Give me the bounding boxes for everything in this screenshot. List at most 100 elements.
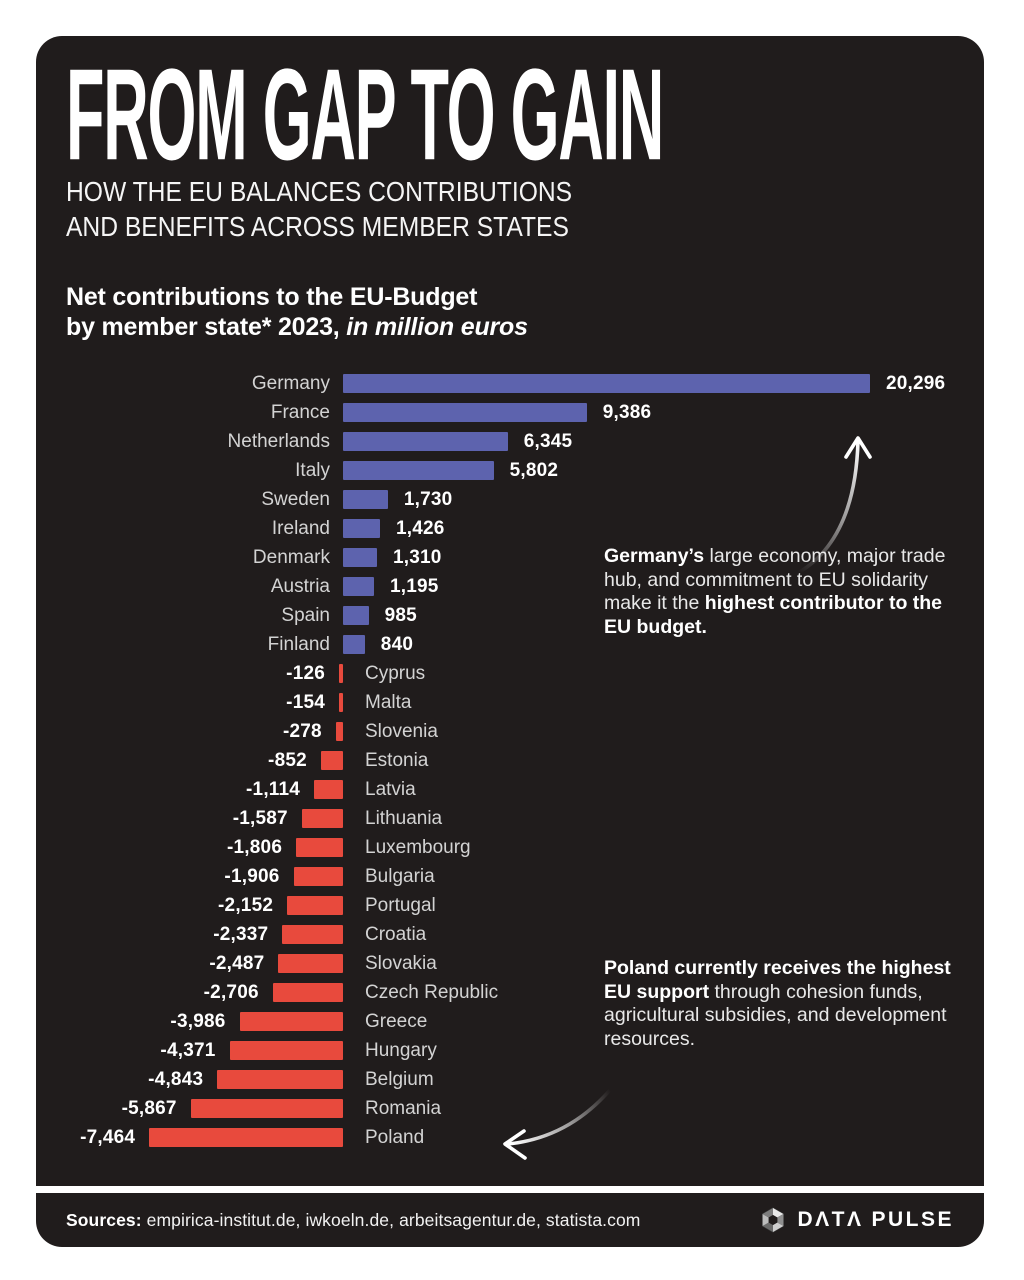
country-label-cyprus: Cyprus [365, 663, 426, 684]
country-label-lithuania: Lithuania [365, 808, 443, 829]
chart-heading-unit: in million euros [346, 313, 528, 341]
chart-row-bulgaria: Bulgaria -1,906 [36, 862, 984, 891]
bar-czech-republic [272, 983, 343, 1002]
value-label-germany: 20,296 [886, 373, 946, 394]
bar-hungary [229, 1041, 343, 1060]
country-label-czech-republic: Czech Republic [365, 982, 499, 1003]
chart-row-luxembourg: Luxembourg -1,806 [36, 833, 984, 862]
country-label-germany: Germany [251, 373, 330, 394]
value-label-greece: -3,986 [170, 1011, 226, 1032]
chart-row-malta: Malta -154 [36, 688, 984, 717]
country-label-portugal: Portugal [365, 895, 436, 916]
bar-romania [190, 1099, 343, 1118]
chart-row-netherlands: Netherlands 6,345 [36, 427, 984, 456]
bar-cyprus [339, 664, 343, 683]
chart-row-austria: Austria 1,195 [36, 572, 984, 601]
value-label-luxembourg: -1,806 [227, 837, 283, 858]
chart-row-poland: Poland -7,464 [36, 1123, 984, 1152]
country-label-ireland: Ireland [271, 518, 330, 539]
subtitle-line-2: AND BENEFITS ACROSS MEMBER STATES [66, 211, 569, 242]
value-label-denmark: 1,310 [393, 547, 442, 568]
bar-finland [343, 635, 365, 654]
bar-ireland [343, 519, 381, 538]
subtitle-line-1: HOW THE EU BALANCES CONTRIBUTIONS [66, 176, 573, 207]
country-label-france: France [270, 402, 330, 423]
chart-row-ireland: Ireland 1,426 [36, 514, 984, 543]
chart-row-czech-republic: Czech Republic -2,706 [36, 978, 984, 1007]
country-label-denmark: Denmark [252, 547, 330, 568]
value-label-czech-republic: -2,706 [203, 982, 259, 1003]
value-label-italy: 5,802 [509, 460, 559, 481]
chart-heading: Net contributions to the EU-Budget by me… [66, 282, 528, 342]
chart-row-slovenia: Slovenia -278 [36, 717, 984, 746]
value-label-croatia: -2,337 [213, 924, 269, 945]
value-label-bulgaria: -1,906 [224, 866, 280, 887]
value-label-france: 9,386 [602, 402, 652, 423]
annotation-germany: Germany’s large economy, major trade hub… [604, 545, 946, 638]
chart-row-greece: Greece -3,986 [36, 1007, 984, 1036]
bar-luxembourg [296, 838, 343, 857]
country-label-malta: Malta [365, 692, 412, 713]
country-label-netherlands: Netherlands [227, 431, 330, 452]
chart-row-latvia: Latvia -1,114 [36, 775, 984, 804]
infographic-card: FROM GAP TO GAIN HOW THE EU BALANCES CON… [36, 36, 984, 1186]
chart-heading-line-1: Net contributions to the EU-Budget [66, 283, 478, 311]
bar-denmark [343, 548, 377, 567]
value-label-slovenia: -278 [282, 721, 322, 742]
brand-datapulse: DΛTΛ PULSE [758, 1205, 954, 1235]
bar-belgium [217, 1070, 343, 1089]
country-label-croatia: Croatia [365, 924, 427, 945]
chart-heading-line-2: by member state* 2023, in million euros [66, 313, 528, 341]
annotation-poland: Poland currently receives the highest EU… [604, 957, 951, 1050]
chart-row-romania: Romania -5,867 [36, 1094, 984, 1123]
country-label-slovakia: Slovakia [365, 953, 437, 974]
country-label-romania: Romania [365, 1098, 442, 1119]
bar-croatia [282, 925, 343, 944]
value-label-spain: 985 [384, 605, 417, 626]
value-label-lithuania: -1,587 [232, 808, 288, 829]
country-label-belgium: Belgium [365, 1069, 434, 1090]
value-label-portugal: -2,152 [218, 895, 274, 916]
sources: Sources: empirica-institut.de, iwkoeln.d… [66, 1210, 641, 1231]
value-label-austria: 1,195 [390, 576, 439, 597]
bar-lithuania [301, 809, 343, 828]
chart-row-cyprus: Cyprus -126 [36, 659, 984, 688]
chart-row-italy: Italy 5,802 [36, 456, 984, 485]
value-label-netherlands: 6,345 [523, 431, 573, 452]
value-label-latvia: -1,114 [246, 779, 301, 800]
value-label-slovakia: -2,487 [209, 953, 265, 974]
chart-row-germany: Germany 20,296 [36, 369, 984, 398]
chart-row-finland: Finland 840 [36, 630, 984, 659]
bar-bulgaria [293, 867, 343, 886]
country-label-estonia: Estonia [365, 750, 429, 771]
country-label-poland: Poland [365, 1127, 425, 1148]
curved-arrow-left-icon [503, 1088, 612, 1160]
bar-austria [343, 577, 375, 596]
chart-row-france: France 9,386 [36, 398, 984, 427]
country-label-latvia: Latvia [365, 779, 416, 800]
chart-row-portugal: Portugal -2,152 [36, 891, 984, 920]
chart-row-spain: Spain 985 [36, 601, 984, 630]
chart-row-sweden: Sweden 1,730 [36, 485, 984, 514]
country-label-spain: Spain [281, 605, 330, 626]
country-label-luxembourg: Luxembourg [365, 837, 471, 858]
bar-latvia [314, 780, 343, 799]
bar-slovenia [335, 722, 343, 741]
chart-row-estonia: Estonia -852 [36, 746, 984, 775]
value-label-finland: 840 [380, 634, 414, 655]
country-label-italy: Italy [295, 460, 330, 481]
value-label-poland: -7,464 [80, 1127, 136, 1148]
bar-greece [239, 1012, 343, 1031]
chart-row-lithuania: Lithuania -1,587 [36, 804, 984, 833]
bar-chart: Germany 20,296 France 9,386 Netherlands 6,345… [36, 36, 984, 1186]
value-label-belgium: -4,843 [148, 1069, 204, 1090]
bar-sweden [343, 490, 388, 509]
brand-wordmark: DΛTΛ PULSE [797, 1208, 954, 1231]
country-label-austria: Austria [270, 576, 330, 597]
country-label-bulgaria: Bulgaria [365, 866, 435, 887]
country-label-sweden: Sweden [261, 489, 330, 510]
value-label-ireland: 1,426 [396, 518, 445, 539]
value-label-cyprus: -126 [286, 663, 325, 684]
curved-arrow-up-icon [796, 436, 872, 575]
page-subtitle: HOW THE EU BALANCES CONTRIBUTIONS AND BE… [66, 174, 572, 244]
